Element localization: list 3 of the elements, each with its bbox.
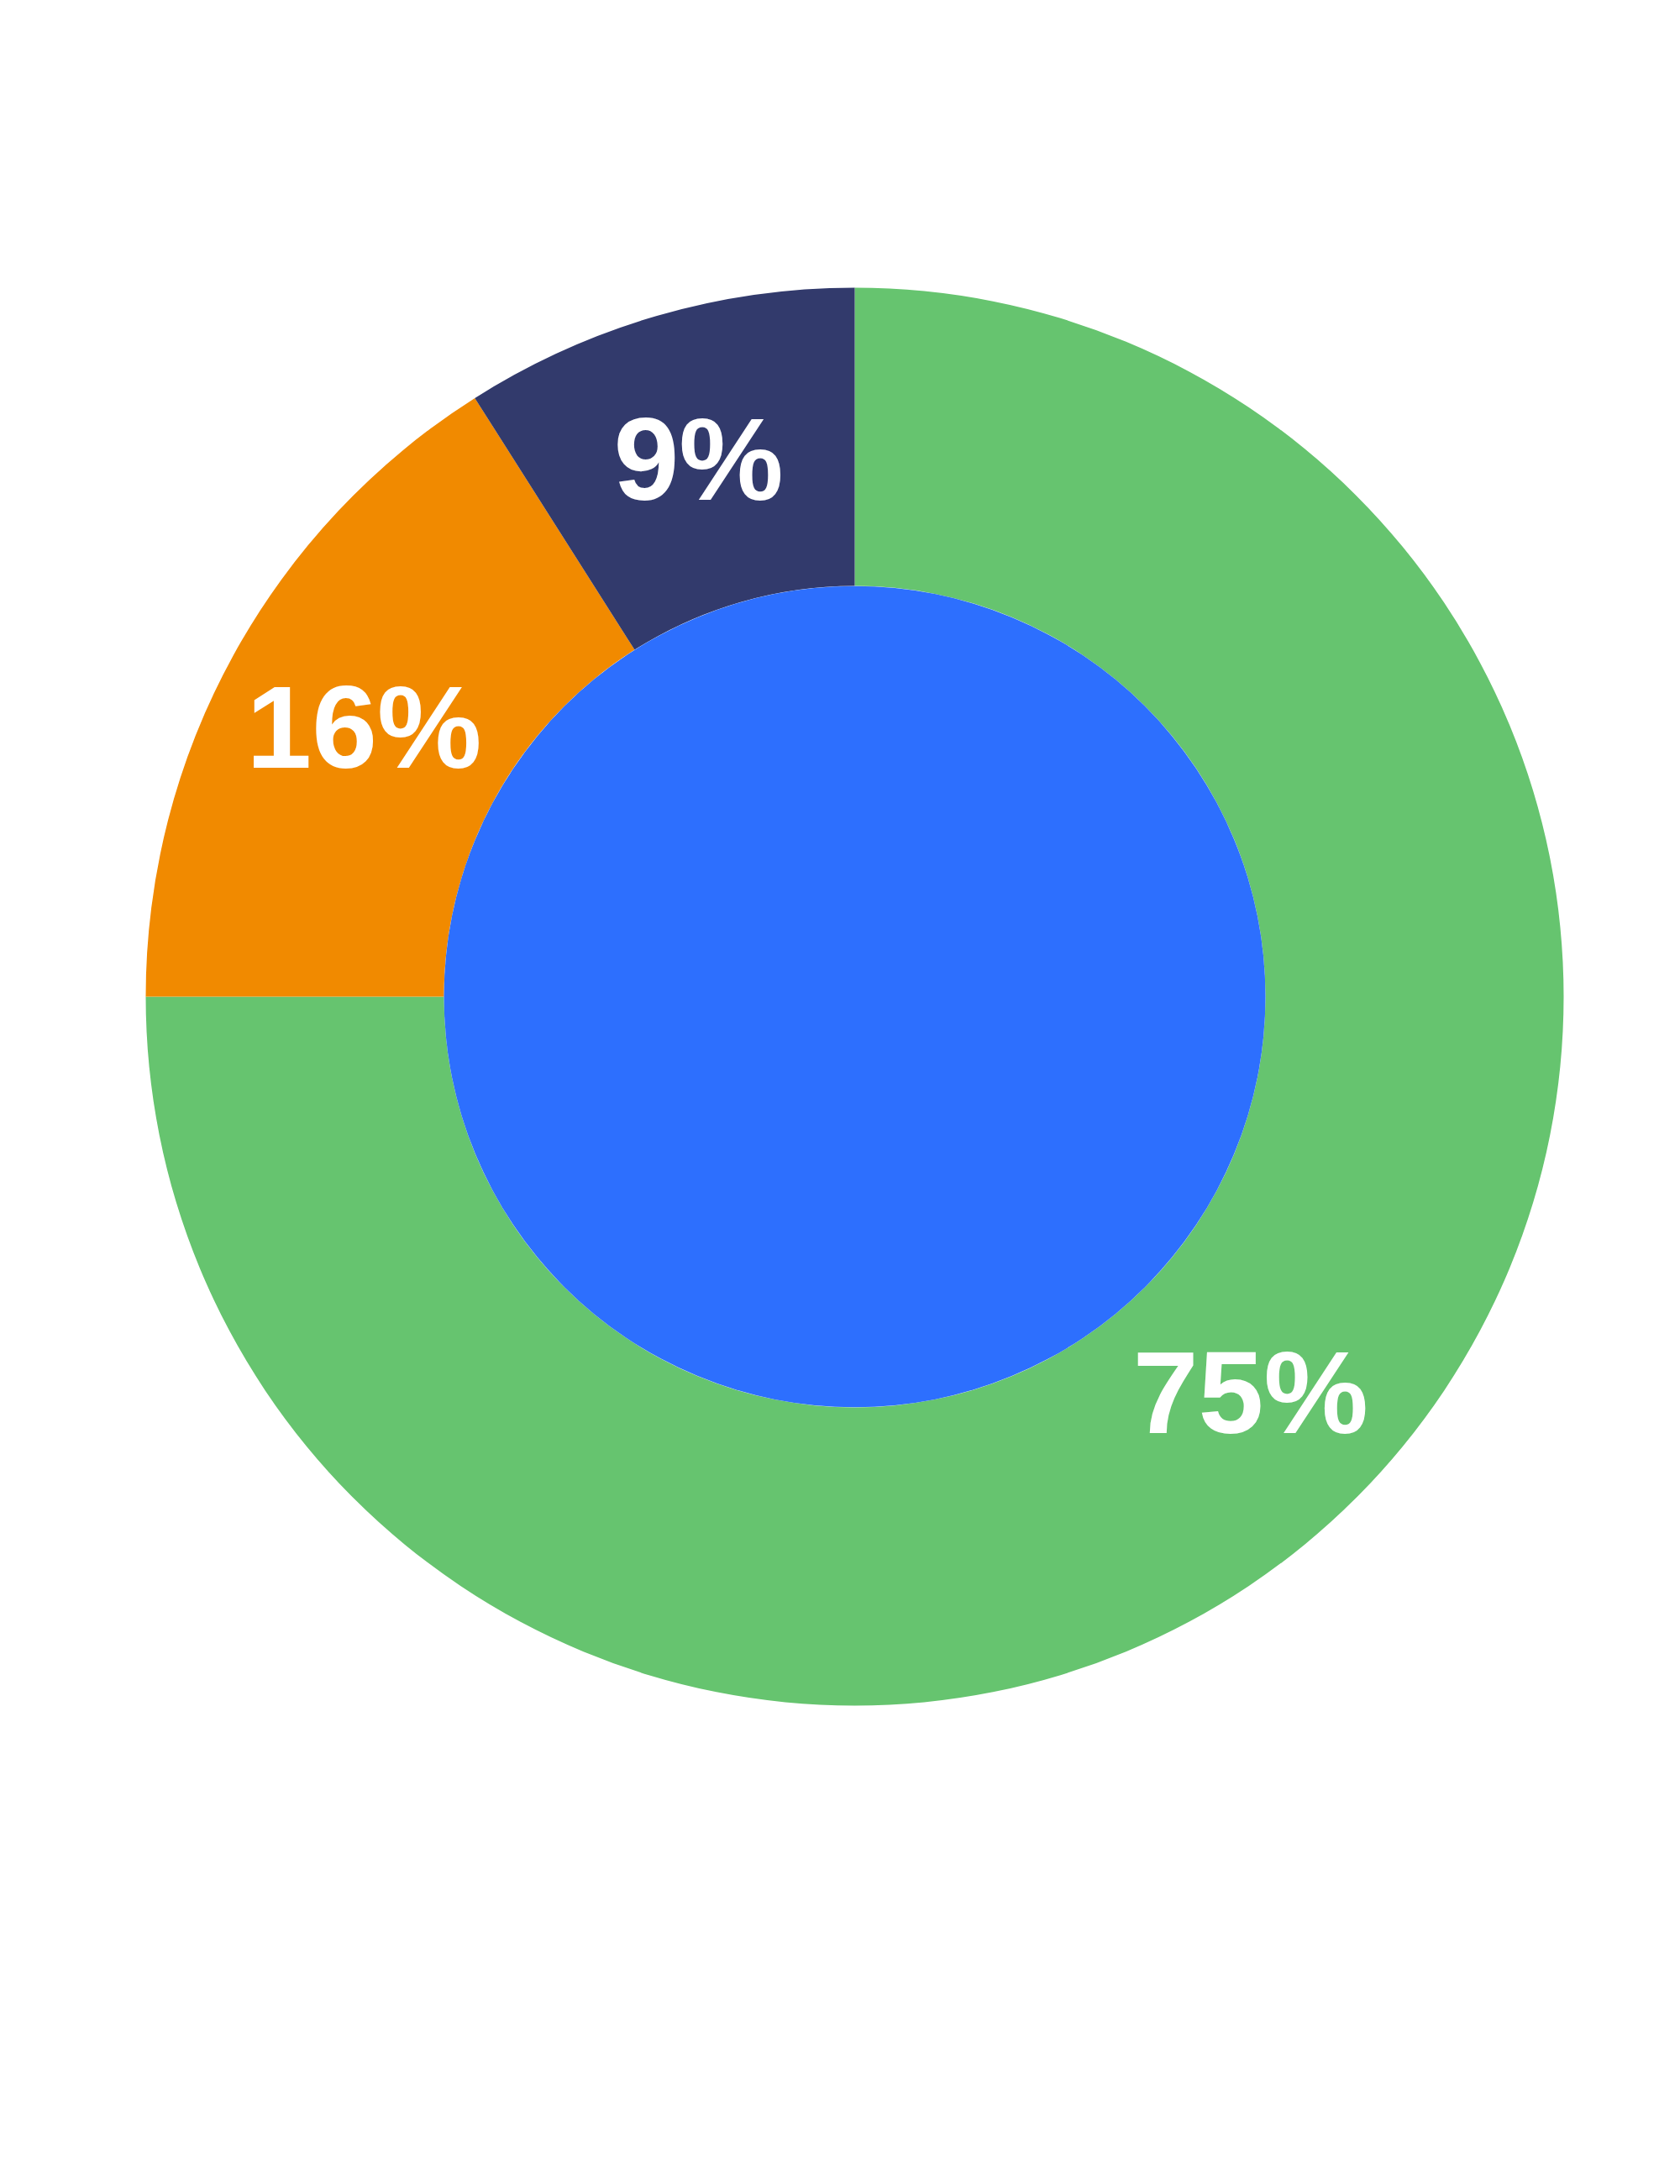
data-label: 9% <box>613 392 784 525</box>
data-label: 16% <box>246 660 482 793</box>
data-label: 75% <box>1132 1326 1368 1459</box>
